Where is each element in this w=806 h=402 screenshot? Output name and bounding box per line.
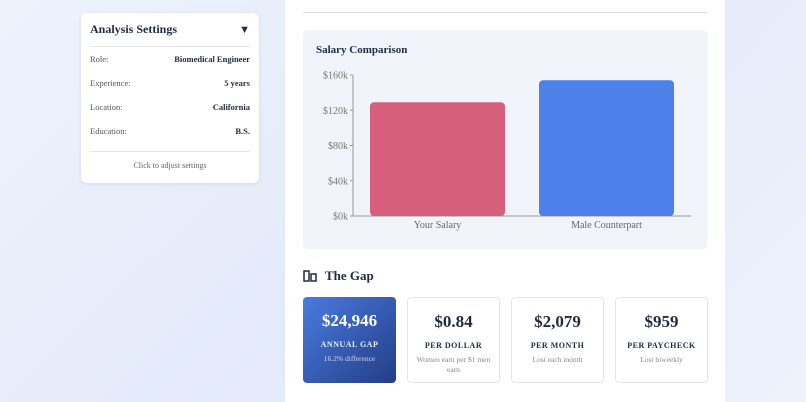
setting-label: Role:	[90, 54, 109, 64]
adjust-settings-hint[interactable]: Click to adjust settings	[90, 151, 250, 170]
y-tick-label: $160k	[323, 71, 348, 82]
salary-chart: $0k $40k $80k $120k $160k Your Salary Male Cou…	[323, 71, 691, 231]
y-tick-label: $40k	[328, 176, 348, 187]
card-value: $24,946	[321, 311, 378, 330]
gap-header: The Gap	[303, 268, 374, 284]
setting-experience: Experience: 5 years	[90, 71, 250, 95]
per-dollar-card: $0.84 PER DOLLAR Women earn per $1 men ear…	[407, 297, 500, 383]
chart-title: Salary Comparison	[316, 44, 408, 56]
setting-label: Education:	[90, 126, 127, 136]
card-sub: Women earn per $1 men earn	[416, 355, 491, 375]
card-label: PER MONTH	[530, 341, 585, 350]
card-value: $959	[644, 312, 679, 331]
setting-value: California	[212, 102, 250, 112]
settings-title: Analysis Settings	[90, 22, 178, 36]
card-sub: Lost biweekly	[640, 355, 683, 364]
card-label: PER PAYCHECK	[627, 341, 696, 350]
main-content: Salary Comparison $0k $40k $80k $120k $160k Y…	[285, 0, 725, 402]
gap-title: The Gap	[325, 268, 374, 283]
setting-role: Role: Biomedical Engineer	[90, 47, 250, 71]
y-tick-label: $80k	[328, 141, 348, 152]
setting-label: Location:	[90, 102, 123, 112]
x-tick-label: Male Counterpart	[571, 220, 642, 231]
setting-label: Experience:	[90, 78, 131, 88]
card-value: $2,079	[534, 312, 581, 331]
annual-gap-card: $24,946 ANNUAL GAP 16.2% difference	[303, 297, 396, 383]
triangle-down-icon[interactable]: ▼	[239, 23, 250, 36]
analysis-settings-panel[interactable]: Analysis Settings ▼ Role: Biomedical Engi…	[81, 13, 259, 183]
card-value: $0.84	[434, 312, 473, 331]
card-label: ANNUAL GAP	[320, 340, 379, 349]
y-tick-label: $120k	[323, 106, 348, 117]
y-tick-label: $0k	[333, 212, 348, 223]
per-paycheck-card: $959 PER PAYCHECK Lost biweekly	[615, 297, 708, 383]
card-sub: Lost each month	[532, 355, 583, 364]
bar-chart-icon	[303, 270, 317, 282]
per-month-card: $2,079 PER MONTH Lost each month	[511, 297, 604, 383]
setting-education: Education: B.S.	[90, 119, 250, 143]
card-sub: 16.2% difference	[323, 354, 376, 363]
settings-header[interactable]: Analysis Settings ▼	[90, 13, 250, 47]
setting-value: 5 years	[224, 78, 250, 88]
salary-chart-card: Salary Comparison $0k $40k $80k $120k $160k Y…	[303, 30, 707, 249]
gap-cards: $24,946 ANNUAL GAP 16.2% difference $0.84 P…	[303, 297, 708, 383]
divider	[303, 12, 707, 13]
setting-location: Location: California	[90, 95, 250, 119]
setting-value: Biomedical Engineer	[174, 54, 250, 64]
bar-male-counterpart	[539, 80, 674, 216]
x-tick-label: Your Salary	[414, 220, 462, 231]
setting-value: B.S.	[235, 126, 250, 136]
card-label: PER DOLLAR	[424, 341, 483, 350]
bar-your-salary	[370, 102, 505, 216]
